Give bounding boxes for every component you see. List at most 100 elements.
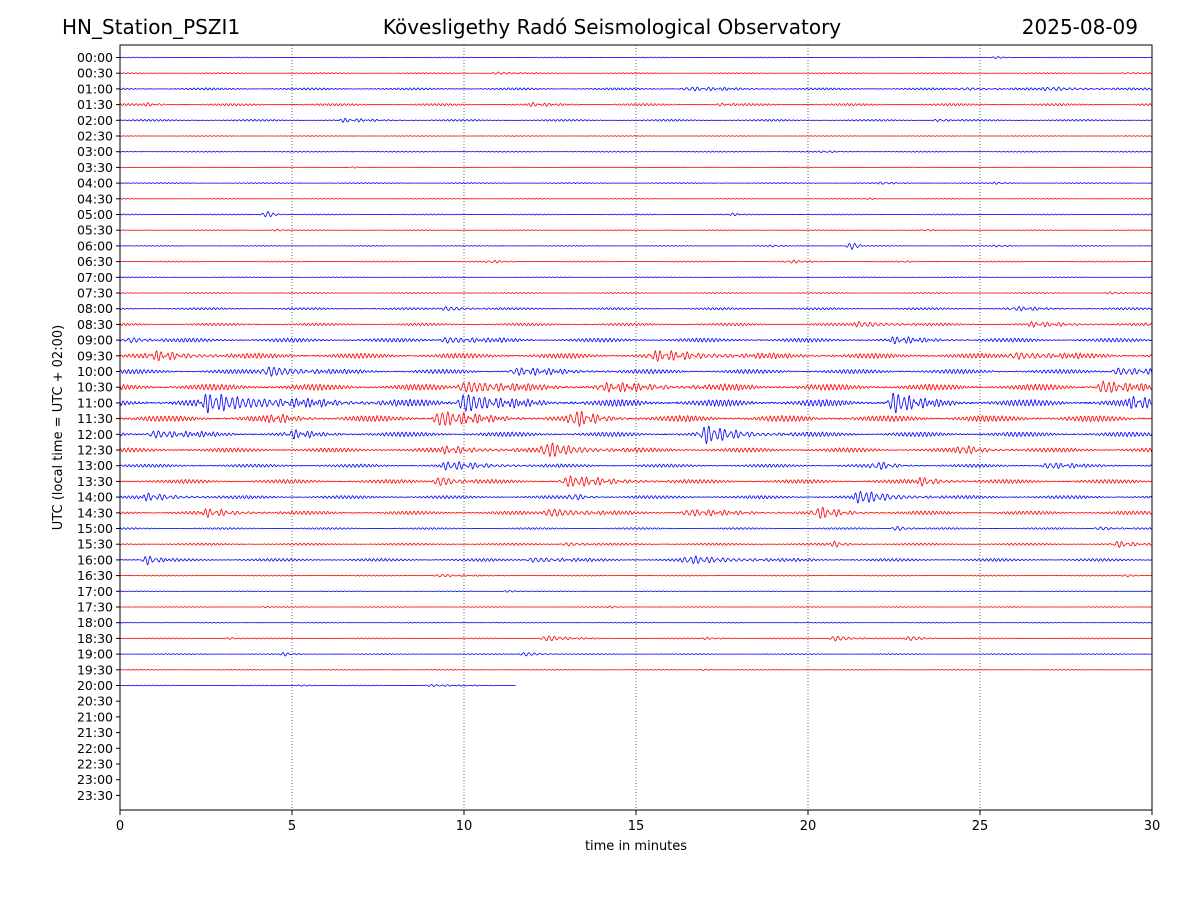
y-tick-label: 20:00 (77, 678, 113, 693)
station-title: HN_Station_PSZI1 (62, 15, 241, 39)
y-tick-label: 17:30 (77, 600, 113, 615)
y-tick-label: 01:30 (77, 97, 113, 112)
y-tick-label: 06:00 (77, 238, 113, 253)
x-tick-label: 10 (456, 819, 473, 834)
y-tick-label: 03:00 (77, 144, 113, 159)
trace-0230 (119, 135, 1153, 137)
y-tick-label: 18:30 (77, 631, 113, 646)
y-tick-label: 06:30 (77, 254, 113, 269)
trace-1800 (119, 621, 1153, 624)
y-tick-label: 11:00 (77, 395, 113, 410)
trace-0400 (119, 181, 1153, 185)
trace-0930 (119, 350, 1153, 362)
y-tick-label: 02:30 (77, 129, 113, 144)
trace-1300 (119, 461, 1153, 471)
trace-1930 (119, 668, 1153, 671)
trace-0330 (119, 166, 1153, 169)
y-tick-label: 19:00 (77, 647, 113, 662)
x-axis-ticks: 0 5 10 15 20 25 30 (116, 810, 1160, 834)
y-tick-label: 14:00 (77, 490, 113, 505)
trace-0900 (119, 336, 1153, 345)
y-tick-label: 23:00 (77, 772, 113, 787)
x-tick-label: 15 (628, 819, 645, 834)
trace-0500 (119, 211, 1153, 218)
trace-1230 (119, 442, 1153, 457)
trace-1530 (119, 540, 1153, 548)
trace-1430 (119, 506, 1153, 519)
y-tick-label: 00:00 (77, 50, 113, 65)
trace-1100 (119, 392, 1153, 414)
trace-0700 (119, 276, 1153, 279)
trace-0100 (119, 86, 1153, 92)
y-tick-label: 05:00 (77, 207, 113, 222)
y-tick-label: 04:30 (77, 191, 113, 206)
trace-1000 (119, 366, 1153, 377)
y-tick-label: 16:30 (77, 568, 113, 583)
y-tick-label: 13:30 (77, 474, 113, 489)
traces (119, 56, 1153, 687)
trace-0030 (119, 71, 1153, 75)
x-tick-label: 5 (288, 819, 296, 834)
trace-1200 (119, 425, 1153, 445)
trace-1030 (119, 380, 1153, 393)
trace-1400 (119, 490, 1153, 504)
trace-0300 (119, 150, 1153, 153)
trace-1700 (119, 590, 1153, 593)
y-axis-label: UTC (local time = UTC + 02:00) (51, 325, 66, 530)
y-tick-label: 12:00 (77, 427, 113, 442)
y-tick-label: 21:30 (77, 725, 113, 740)
y-axis-ticks: 00:0000:3001:0001:3002:0002:3003:0003:30… (77, 50, 120, 803)
y-tick-label: 08:30 (77, 317, 113, 332)
y-tick-label: 22:00 (77, 741, 113, 756)
trace-0730 (119, 291, 1153, 295)
y-tick-label: 11:30 (77, 411, 113, 426)
y-tick-label: 01:00 (77, 81, 113, 96)
trace-0800 (119, 306, 1153, 312)
y-tick-label: 07:30 (77, 286, 113, 301)
trace-2000 (119, 684, 516, 687)
y-tick-label: 17:00 (77, 584, 113, 599)
x-axis-label: time in minutes (585, 839, 687, 854)
y-tick-label: 19:30 (77, 662, 113, 677)
x-tick-label: 20 (800, 819, 817, 834)
trace-1900 (119, 652, 1153, 657)
y-tick-label: 10:30 (77, 380, 113, 395)
x-tick-label: 30 (1144, 819, 1161, 834)
y-tick-label: 02:00 (77, 113, 113, 128)
trace-0200 (119, 117, 1153, 123)
trace-1500 (120, 525, 1152, 531)
trace-1600 (119, 555, 1153, 566)
y-tick-label: 09:00 (77, 333, 113, 348)
y-tick-label: 14:30 (77, 505, 113, 520)
y-tick-label: 09:30 (77, 348, 113, 363)
trace-0530 (119, 228, 1153, 232)
y-tick-label: 07:00 (77, 270, 113, 285)
y-tick-label: 12:30 (77, 443, 113, 458)
y-tick-label: 16:00 (77, 552, 113, 567)
y-tick-label: 15:00 (77, 521, 113, 536)
trace-0630 (119, 259, 1153, 264)
y-tick-label: 10:00 (77, 364, 113, 379)
y-tick-label: 00:30 (77, 66, 113, 81)
y-tick-label: 15:30 (77, 537, 113, 552)
date-title: 2025-08-09 (1021, 15, 1138, 39)
y-tick-label: 13:00 (77, 458, 113, 473)
trace-0600 (119, 243, 1153, 250)
trace-1630 (119, 574, 1153, 578)
y-tick-label: 20:30 (77, 694, 113, 709)
x-tick-label: 0 (116, 819, 124, 834)
x-tick-label: 25 (972, 819, 989, 834)
y-tick-label: 05:30 (77, 223, 113, 238)
y-tick-label: 22:30 (77, 757, 113, 772)
trace-0130 (119, 101, 1153, 107)
trace-0830 (119, 321, 1153, 328)
y-tick-label: 03:30 (77, 160, 113, 175)
y-tick-label: 08:00 (77, 301, 113, 316)
y-tick-label: 23:30 (77, 788, 113, 803)
y-tick-label: 18:00 (77, 615, 113, 630)
gridlines (291, 45, 981, 810)
trace-1130 (119, 411, 1153, 427)
chart-title: Kövesligethy Radó Seismological Observat… (382, 15, 842, 39)
trace-0000 (119, 56, 1153, 59)
